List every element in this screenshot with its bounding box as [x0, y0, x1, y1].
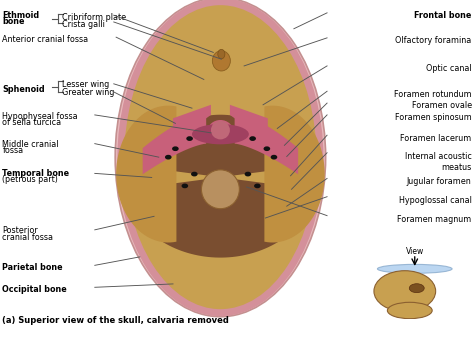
Text: Frontal bone: Frontal bone — [414, 11, 472, 20]
Text: Jugular foramen: Jugular foramen — [407, 177, 472, 187]
Text: Hypophyseal fossa: Hypophyseal fossa — [2, 112, 78, 121]
Text: Greater wing: Greater wing — [62, 88, 114, 97]
Ellipse shape — [208, 120, 233, 144]
Text: Foramen spinosum: Foramen spinosum — [395, 113, 472, 122]
Text: bone: bone — [2, 17, 25, 26]
Circle shape — [186, 136, 193, 141]
Text: Foramen ovale: Foramen ovale — [411, 101, 472, 111]
Text: Ethmoid: Ethmoid — [2, 11, 39, 20]
Text: Lesser wing: Lesser wing — [62, 80, 109, 90]
Text: Olfactory foramina: Olfactory foramina — [395, 36, 472, 45]
Text: Anterior cranial fossa: Anterior cranial fossa — [2, 35, 89, 45]
Ellipse shape — [115, 0, 326, 317]
Text: View: View — [406, 247, 424, 256]
Polygon shape — [143, 113, 206, 174]
Text: Foramen rotundum: Foramen rotundum — [394, 90, 472, 99]
Circle shape — [254, 184, 261, 188]
Polygon shape — [264, 106, 325, 242]
Text: Temporal bone: Temporal bone — [2, 169, 70, 178]
Ellipse shape — [377, 264, 452, 273]
Text: fossa: fossa — [2, 146, 24, 155]
Text: (a) Superior view of the skull, calvaria removed: (a) Superior view of the skull, calvaria… — [2, 316, 229, 325]
Text: Optic canal: Optic canal — [426, 64, 472, 73]
Circle shape — [165, 155, 172, 160]
Text: Hypoglossal canal: Hypoglossal canal — [399, 196, 472, 205]
Text: Cribriform plate: Cribriform plate — [62, 13, 126, 22]
Ellipse shape — [374, 271, 436, 312]
Text: Sphenoid: Sphenoid — [2, 85, 45, 94]
Circle shape — [271, 155, 277, 160]
Ellipse shape — [201, 170, 239, 209]
Text: Parietal bone: Parietal bone — [2, 263, 63, 272]
Ellipse shape — [387, 302, 432, 319]
Circle shape — [264, 146, 270, 151]
Text: Middle cranial: Middle cranial — [2, 140, 59, 149]
Ellipse shape — [121, 2, 320, 313]
Polygon shape — [173, 105, 211, 142]
Ellipse shape — [212, 51, 230, 71]
Circle shape — [182, 184, 188, 188]
Ellipse shape — [211, 121, 230, 139]
Polygon shape — [116, 106, 176, 242]
Ellipse shape — [192, 124, 249, 144]
Circle shape — [249, 136, 256, 141]
Text: Posterior: Posterior — [2, 226, 38, 236]
Polygon shape — [235, 113, 298, 174]
Ellipse shape — [409, 284, 424, 293]
Text: Crista galli: Crista galli — [62, 20, 104, 29]
Text: Occipital bone: Occipital bone — [2, 285, 67, 294]
Text: of sella turcica: of sella turcica — [2, 118, 62, 127]
Text: cranial fossa: cranial fossa — [2, 233, 54, 242]
Text: (petrous part): (petrous part) — [2, 175, 58, 185]
Text: Foramen magnum: Foramen magnum — [397, 215, 472, 224]
Polygon shape — [125, 115, 316, 258]
Ellipse shape — [218, 49, 225, 59]
Circle shape — [245, 172, 251, 176]
Text: Foramen lacerum: Foramen lacerum — [401, 134, 472, 143]
Circle shape — [191, 172, 198, 176]
Text: Internal acoustic
meatus: Internal acoustic meatus — [405, 152, 472, 172]
Polygon shape — [230, 105, 268, 142]
Circle shape — [172, 146, 179, 151]
